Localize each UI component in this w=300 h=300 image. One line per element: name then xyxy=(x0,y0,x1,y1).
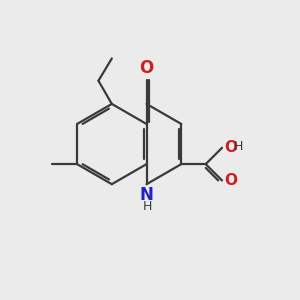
Text: O: O xyxy=(224,140,237,155)
Text: N: N xyxy=(140,186,154,204)
Text: O: O xyxy=(140,59,154,77)
Text: O: O xyxy=(224,173,237,188)
Text: H: H xyxy=(142,200,152,213)
Text: H: H xyxy=(233,140,243,153)
